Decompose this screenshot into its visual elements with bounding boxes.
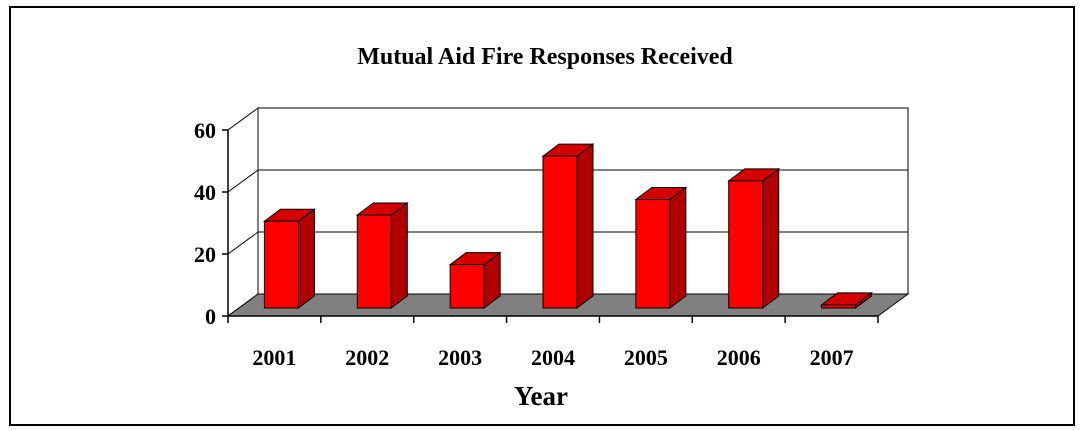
bar (263, 220, 299, 309)
bar (542, 155, 578, 309)
bar (356, 214, 392, 309)
gridline-side (227, 169, 259, 193)
bar (728, 180, 764, 309)
gridline-side (227, 231, 259, 255)
bar-side (390, 202, 408, 309)
bar (635, 199, 671, 309)
y-tick-label: 20 (194, 242, 216, 267)
x-axis-label: Year (514, 381, 568, 411)
x-tick-label: 2006 (717, 345, 761, 370)
x-tick-label: 2005 (624, 345, 668, 370)
chart-title: Mutual Aid Fire Responses Received (357, 44, 733, 70)
bar-side (762, 167, 780, 309)
side-wall (227, 107, 259, 317)
x-tick-label: 2002 (345, 345, 389, 370)
y-tick-label: 60 (194, 118, 216, 143)
bar (449, 264, 485, 309)
bar (821, 304, 857, 309)
x-tick-label: 2004 (531, 345, 575, 370)
bar-side (297, 208, 315, 309)
bar-side (576, 143, 594, 309)
plot-area: 0 20 40 60 2001 2002 2003 2004 2005 2006 2007 (194, 107, 910, 370)
y-tick-label: 40 (194, 180, 216, 205)
y-tick-label: 0 (205, 304, 216, 329)
bar-side (669, 186, 687, 309)
x-tick-label: 2007 (810, 345, 854, 370)
x-tick-label: 2003 (438, 345, 482, 370)
x-tick-label: 2001 (252, 345, 296, 370)
